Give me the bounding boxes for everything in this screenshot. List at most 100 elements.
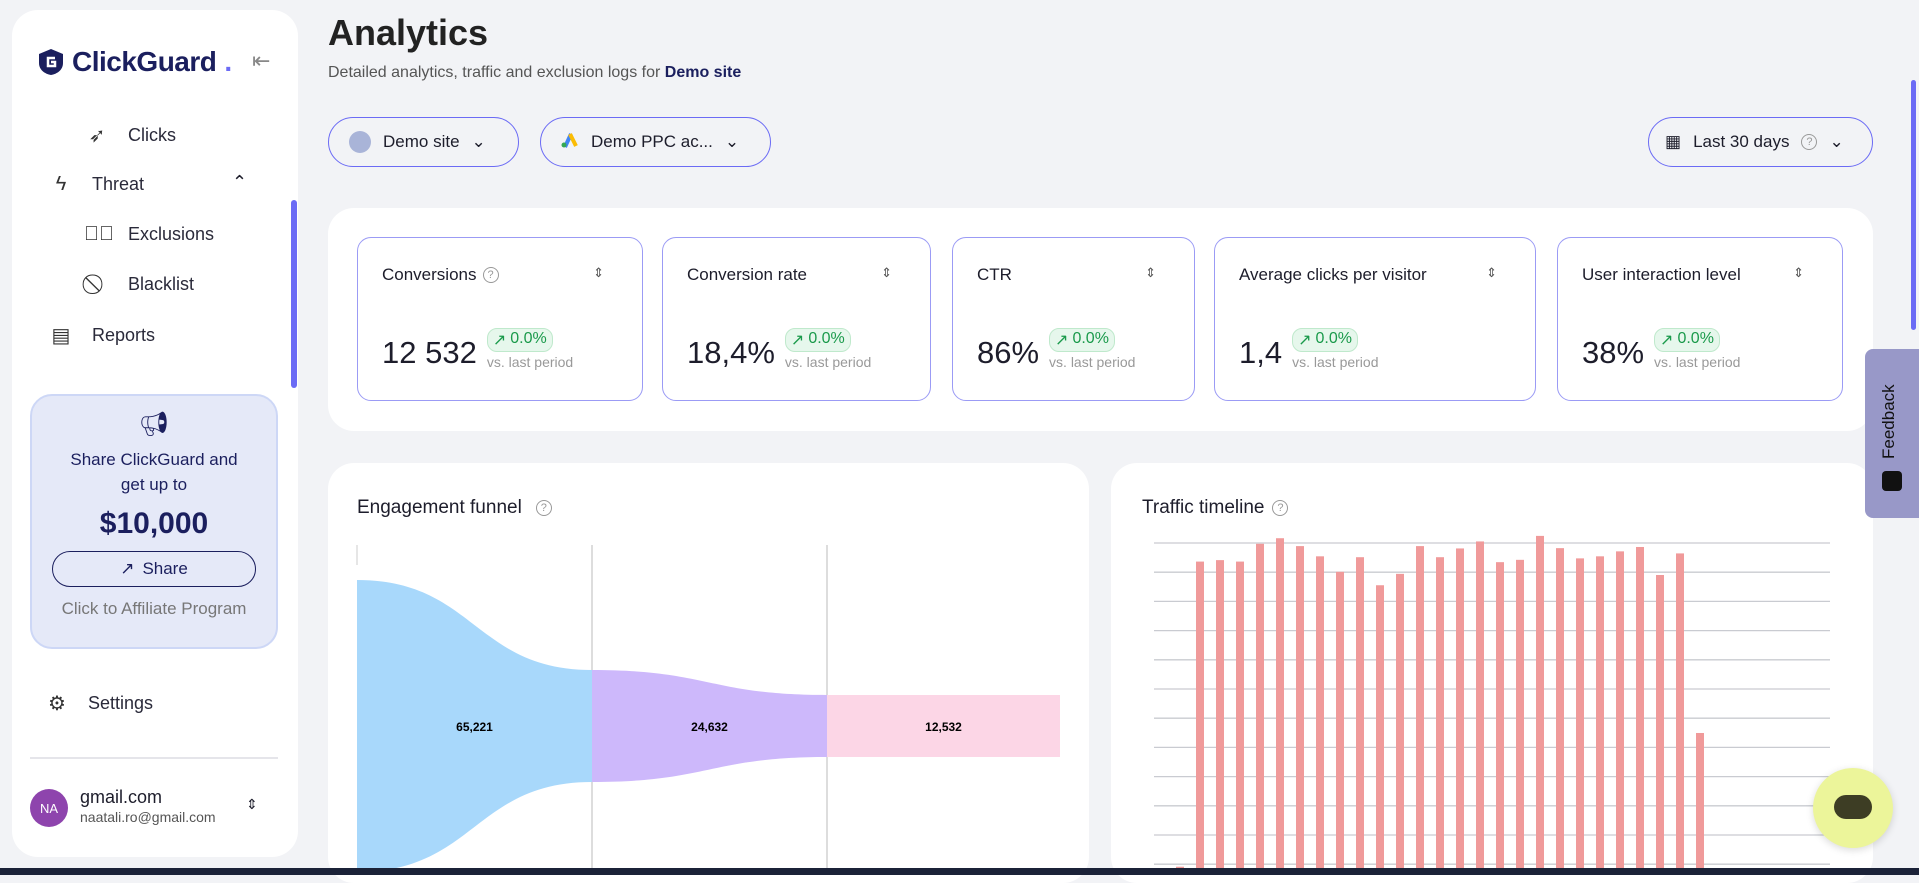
traffic-bar[interactable] [1416,546,1424,875]
share-label: Share [142,559,188,578]
smiley-icon [1882,471,1902,491]
traffic-bar[interactable] [1496,562,1504,875]
sidebar-item-settings[interactable]: ⚙ Settings [44,691,153,716]
sidebar-item-reports[interactable]: ▤ Reports [48,323,155,348]
traffic-bar[interactable] [1636,546,1644,875]
traffic-bar[interactable] [1456,548,1464,875]
feedback-label: Feedback [1879,384,1898,459]
traffic-bar[interactable] [1216,560,1224,875]
kpi-label: Average clicks per visitor [1239,265,1427,284]
traffic-bar[interactable] [1256,543,1264,875]
comparison-label: vs. last period [1292,354,1379,370]
trend-up-icon: ↗ [1298,332,1312,349]
funnel-stage-label: 12,532 [925,720,962,734]
kpi-card[interactable]: Average clicks per visitor ⇕ 1,4 ↗ 0.0% vs… [1214,237,1536,401]
traffic-bar[interactable] [1656,575,1664,875]
traffic-bar[interactable] [1576,558,1584,875]
comparison-label: vs. last period [1049,354,1136,370]
comparison-label: vs. last period [784,354,872,370]
funnel-title: Engagement funnel? [357,497,552,519]
main-scrollbar[interactable] [1911,80,1916,330]
help-icon[interactable]: ? [535,500,552,516]
traffic-bar[interactable] [1336,571,1344,875]
traffic-bar[interactable] [1316,556,1324,875]
ads-account-dropdown[interactable]: Demo PPC ac... ⌄ [540,117,771,167]
traffic-bar[interactable] [1196,561,1204,875]
change-badge: ↗ 0.0% [1049,328,1115,352]
sidebar-item-threat[interactable]: ϟ Threat [48,173,144,196]
page-title: Analytics [328,12,489,53]
traffic-bar[interactable] [1356,557,1364,875]
help-icon[interactable]: ? [482,267,499,283]
share-button[interactable]: ↗ Share [52,551,256,587]
traffic-bar[interactable] [1556,548,1564,875]
funnel-stage-label: 24,632 [691,720,728,734]
traffic-bar[interactable] [1696,732,1704,875]
traffic-bar[interactable] [1476,541,1484,875]
kpi-panel [328,208,1873,431]
sidebar-item-label: Clicks [128,125,176,145]
funnel-stage-label: 65,221 [456,720,493,734]
traffic-bar[interactable] [1616,551,1624,875]
brand-name: ClickGuard [72,46,217,77]
kpi-card[interactable]: CTR ⇕ 86% ↗ 0.0% vs. last period [952,237,1195,401]
sidebar-scrollbar[interactable] [291,200,297,388]
document-icon: ▤ [51,325,71,347]
change-badge: ↗ 0.0% [1292,328,1358,352]
chat-bubble-icon [1834,795,1872,819]
sidebar-item-label: Settings [88,693,154,713]
traffic-bar[interactable] [1536,535,1544,875]
brand-logo[interactable]: ClickGuard. [38,46,232,78]
kpi-card[interactable]: Conversions? ⇕ 12 532 ↗ 0.0% vs. last peri… [357,237,643,401]
chevron-up-icon[interactable]: ⌃ [232,172,248,192]
help-icon: ? [1801,134,1818,150]
traffic-bar[interactable] [1376,585,1384,875]
traffic-bar[interactable] [1236,561,1244,875]
sidebar-item-blacklist[interactable]: ⃠Blacklist [84,273,194,296]
affiliate-promo-card: 📢︎ Share ClickGuard and get up to $10,000… [30,394,278,649]
traffic-bar[interactable] [1396,573,1404,875]
change-badge: ↗ 0.0% [1654,328,1720,352]
kpi-label: Conversion rate [687,265,808,284]
traffic-bar[interactable] [1516,559,1524,875]
trend-up-icon: ↗ [790,332,805,349]
traffic-bar[interactable] [1436,557,1444,875]
trend-up-icon: ↗ [1660,332,1674,349]
change-badge: ↗ 0.0% [784,328,851,352]
affiliate-link[interactable]: Click to Affiliate Program [61,599,247,618]
divider [30,757,278,759]
avatar[interactable]: NA [30,789,68,827]
chevron-down-icon: ⌄ [724,132,740,151]
external-link-icon: ↗ [120,559,135,578]
taskbar [0,868,1919,875]
collapse-sidebar-icon[interactable]: ⇤ [252,48,271,73]
chat-button[interactable] [1813,768,1893,848]
traffic-bar[interactable] [1596,556,1604,875]
account-switch-icon[interactable]: ⇕ [246,796,258,812]
kpi-value: 18,4% [687,335,775,370]
kpi-card[interactable]: Conversion rate ⇕ 18,4% ↗ 0.0% vs. last pe… [662,237,931,401]
kpi-card[interactable]: User interaction level ⇕ 38% ↗ 0.0% vs. la… [1557,237,1843,401]
sidebar-item-label: Reports [92,325,156,345]
sidebar-item-exclusions[interactable]: ✓⃝ Exclusions [84,223,214,246]
traffic-title: Traffic timeline? [1142,497,1289,519]
kpi-label: User interaction level [1582,265,1741,284]
feedback-tab[interactable]: Feedback [1865,349,1919,518]
date-range-dropdown[interactable]: ▦ Last 30 days? ⌄ [1648,117,1873,167]
site-dropdown[interactable]: Demo site ⌄ [328,117,519,167]
user-email: naatali.ro@gmail.com [80,809,216,825]
check-badge-icon: ✓⃝ [84,223,114,245]
sidebar-item-clicks[interactable]: ➶ Clicks [84,123,176,148]
help-icon[interactable]: ? [1272,500,1289,516]
account-label: Demo PPC ac... [591,132,713,151]
sort-icon[interactable]: ⇕ [1145,265,1156,280]
sort-icon[interactable]: ⇕ [593,265,604,280]
traffic-bar[interactable] [1676,553,1684,875]
traffic-bar[interactable] [1276,538,1284,875]
sort-icon[interactable]: ⇕ [1793,265,1804,280]
sort-icon[interactable]: ⇕ [881,265,892,280]
sort-icon[interactable]: ⇕ [1486,265,1497,280]
traffic-bar[interactable] [1296,546,1304,875]
